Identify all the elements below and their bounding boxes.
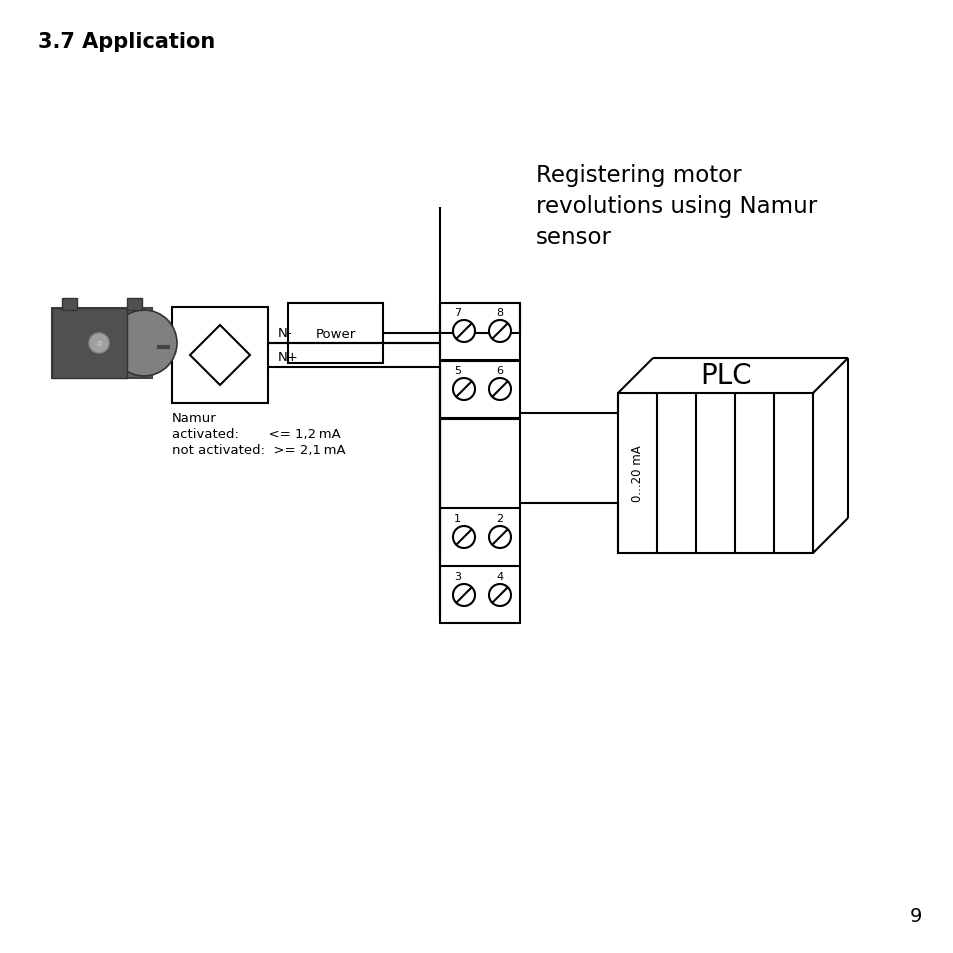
Circle shape xyxy=(453,378,475,400)
Text: Namur: Namur xyxy=(172,412,216,424)
Bar xyxy=(52,309,127,378)
Text: 2: 2 xyxy=(496,514,503,523)
Polygon shape xyxy=(190,326,250,386)
Text: 9: 9 xyxy=(909,906,922,925)
Bar xyxy=(62,298,77,311)
Circle shape xyxy=(489,584,511,606)
Bar xyxy=(172,308,268,403)
Text: not activated:  >= 2,1 mA: not activated: >= 2,1 mA xyxy=(172,443,345,456)
Text: 6: 6 xyxy=(496,366,503,375)
Circle shape xyxy=(489,526,511,548)
Text: N-: N- xyxy=(277,327,293,339)
Text: 5: 5 xyxy=(454,366,460,375)
Circle shape xyxy=(89,334,109,354)
Text: 0...20 mA: 0...20 mA xyxy=(630,445,643,502)
Circle shape xyxy=(453,320,475,343)
Circle shape xyxy=(489,320,511,343)
Text: 3.7 Application: 3.7 Application xyxy=(38,32,215,52)
Text: Registering motor
revolutions using Namur
sensor: Registering motor revolutions using Namu… xyxy=(536,164,817,249)
Text: 8: 8 xyxy=(496,308,503,317)
Text: 7: 7 xyxy=(454,308,460,317)
Text: PLC: PLC xyxy=(700,362,751,390)
Circle shape xyxy=(453,526,475,548)
Text: N+: N+ xyxy=(277,351,298,364)
Text: 4: 4 xyxy=(496,572,503,581)
Text: α: α xyxy=(96,339,102,348)
Circle shape xyxy=(489,378,511,400)
Text: 3: 3 xyxy=(454,572,460,581)
Bar xyxy=(618,394,812,554)
Bar xyxy=(288,304,382,364)
Bar xyxy=(52,309,152,378)
Text: Power: Power xyxy=(315,327,355,340)
Text: 1: 1 xyxy=(454,514,460,523)
Text: activated:       <= 1,2 mA: activated: <= 1,2 mA xyxy=(172,428,340,440)
Bar xyxy=(439,304,519,623)
Circle shape xyxy=(453,584,475,606)
Bar xyxy=(127,298,142,311)
Circle shape xyxy=(111,311,177,376)
